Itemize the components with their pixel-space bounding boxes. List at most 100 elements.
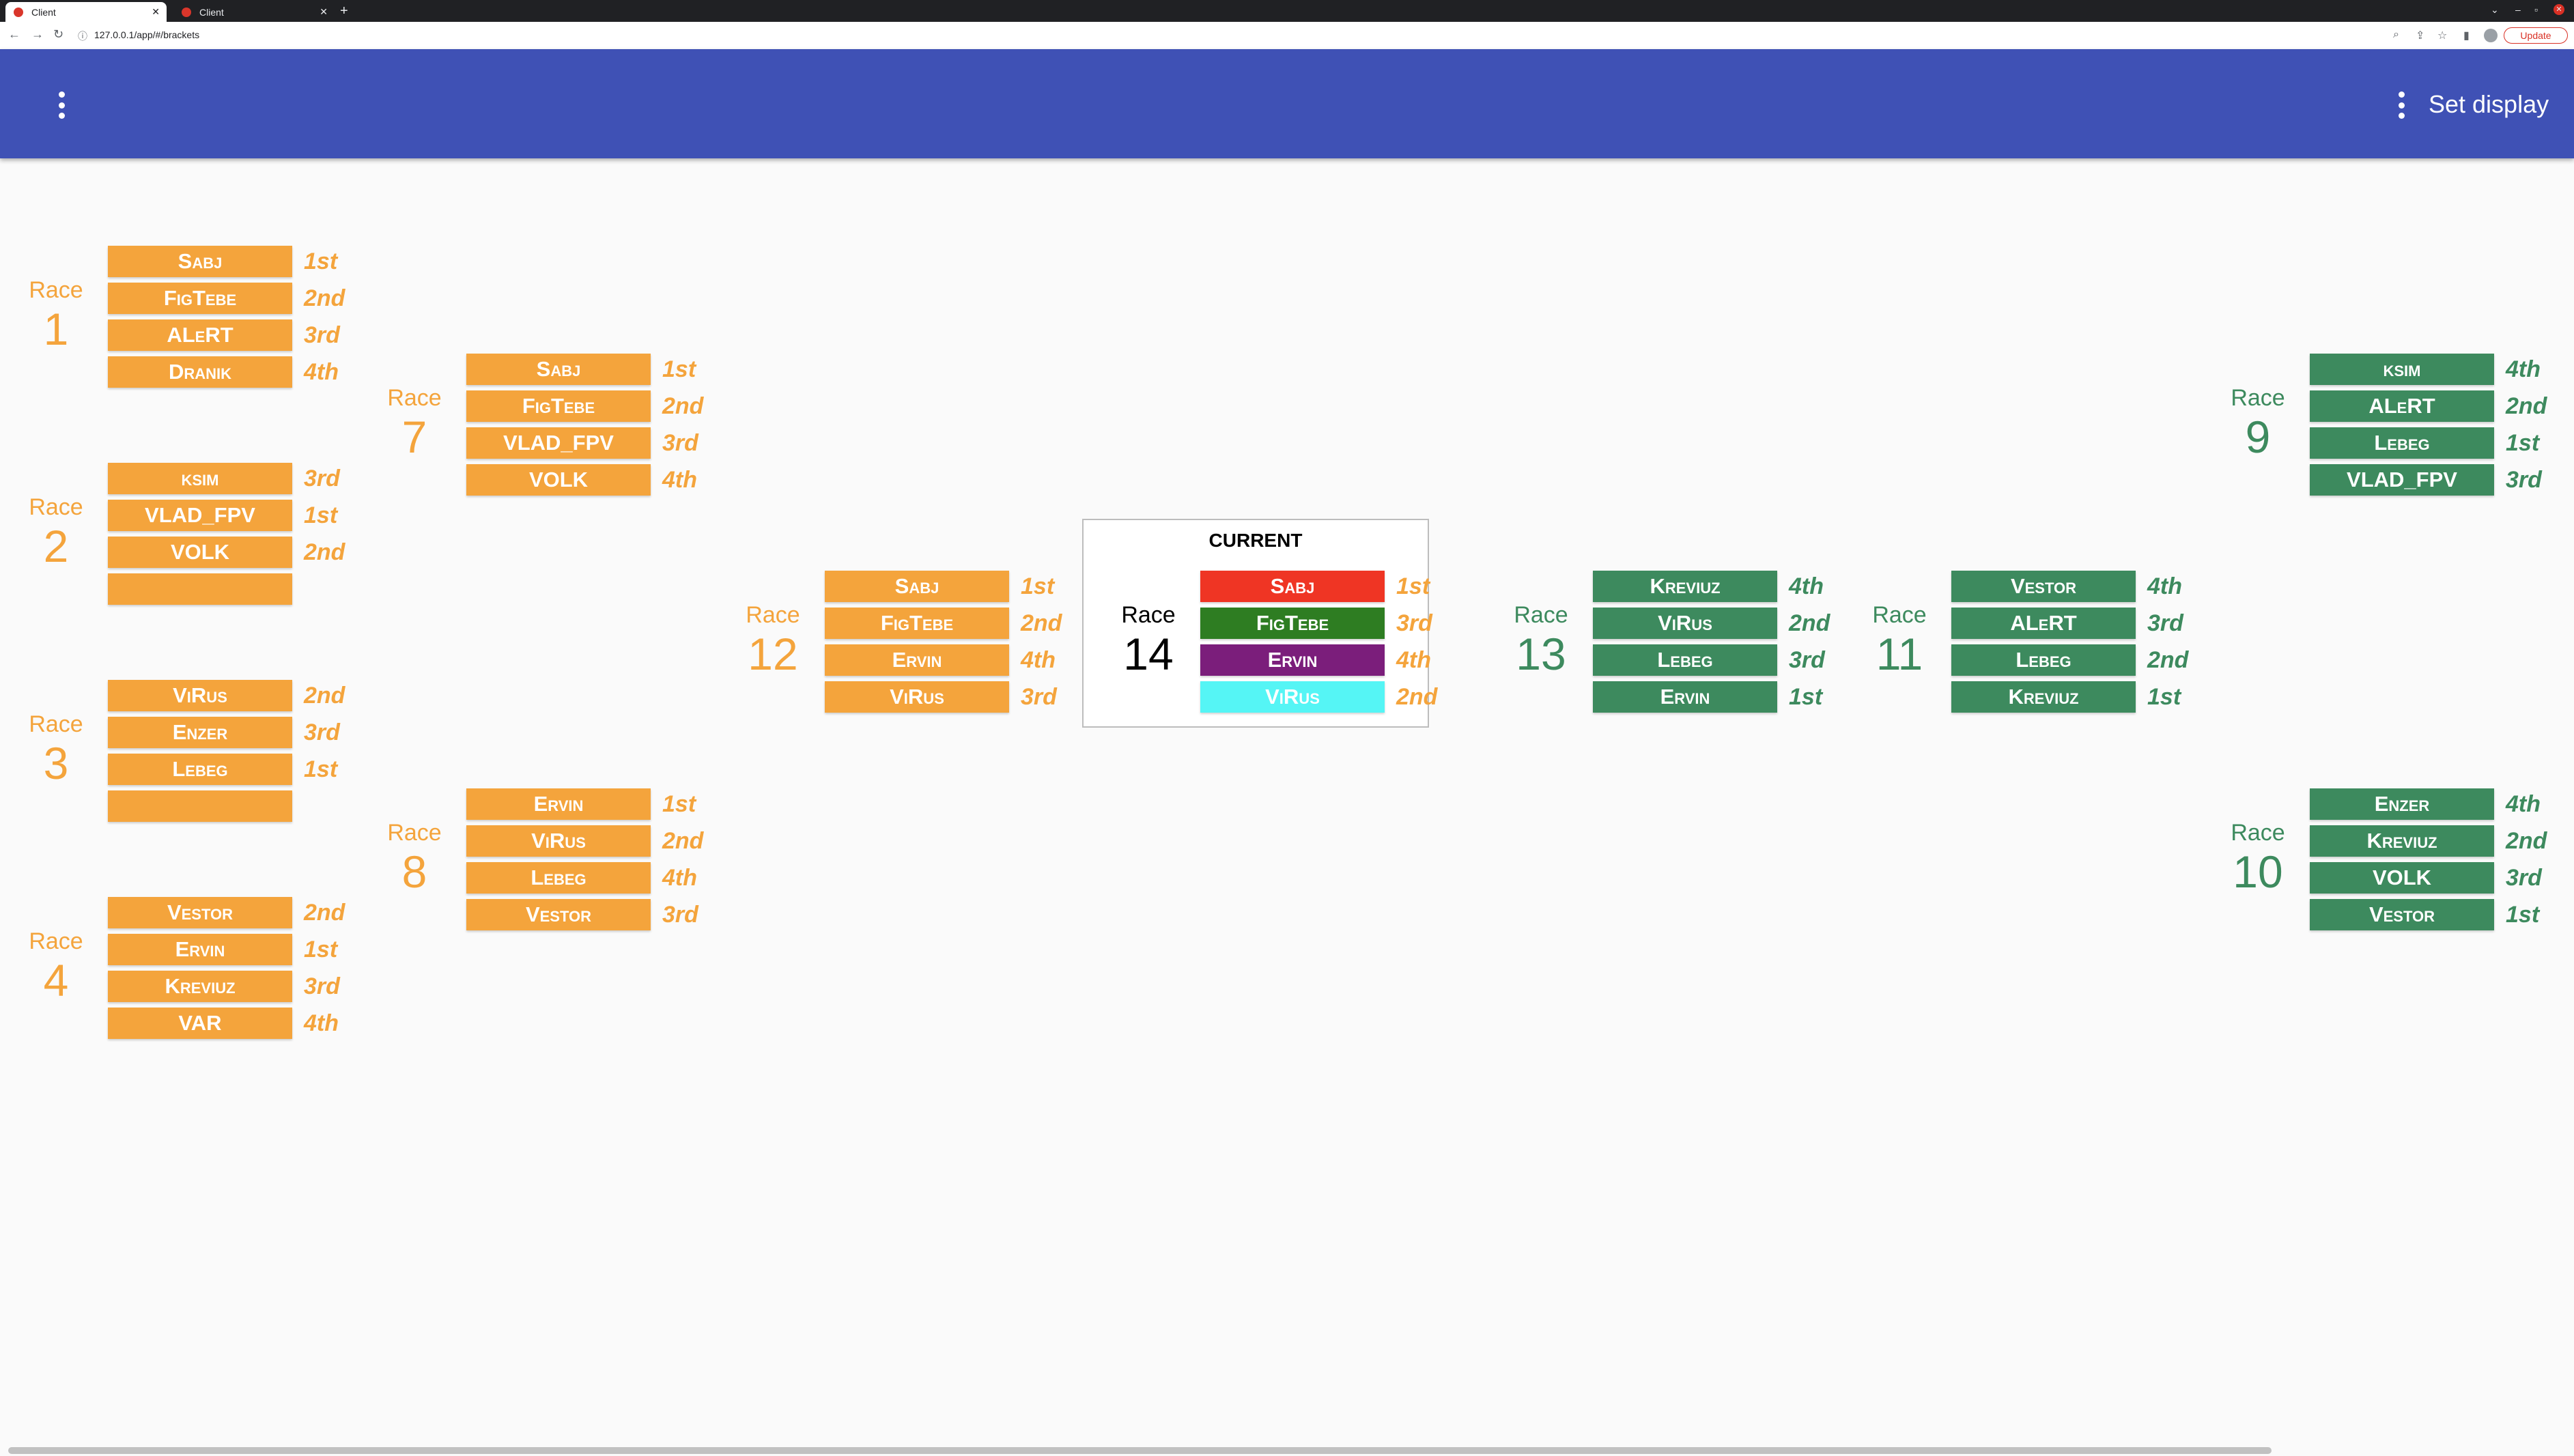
- main-menu-icon[interactable]: [58, 91, 65, 119]
- pilot-slot[interactable]: VLAD_FPV: [466, 427, 651, 459]
- pilot-position: 4th: [1021, 647, 1056, 673]
- pilot-position: 1st: [304, 248, 338, 274]
- browser-tab-client-1[interactable]: Client ✕: [5, 2, 167, 22]
- pilot-slot[interactable]: Enzer: [2310, 788, 2494, 820]
- pilot-slot[interactable]: Vestor: [1951, 571, 2136, 602]
- pilot-slot[interactable]: ViRus: [825, 681, 1009, 713]
- race-label: Race: [2231, 385, 2285, 411]
- pilot-slot[interactable]: ViRus: [1200, 681, 1385, 713]
- pilot-slot[interactable]: Vestor: [466, 899, 651, 930]
- pilot-slot[interactable]: Ervin: [1200, 644, 1385, 676]
- site-info-icon[interactable]: ⓘ: [78, 31, 87, 42]
- pilot-slot[interactable]: VLAD_FPV: [2310, 464, 2494, 496]
- pilot-slot[interactable]: FigTebe: [825, 608, 1009, 639]
- close-window-icon[interactable]: ✕: [2554, 4, 2564, 15]
- browser-tab-client-2[interactable]: Client ✕: [173, 2, 335, 22]
- pilot-slot[interactable]: ksim: [2310, 354, 2494, 385]
- close-tab-icon[interactable]: ✕: [152, 6, 160, 17]
- pilot-slot[interactable]: [108, 573, 292, 605]
- pilot-position: 2nd: [304, 539, 345, 565]
- race-number: 11: [1876, 629, 1923, 679]
- pilot-slot[interactable]: VOLK: [466, 464, 651, 496]
- display-menu-icon[interactable]: [2398, 91, 2405, 119]
- race-label: Race: [387, 385, 442, 411]
- pilot-slot[interactable]: [108, 790, 292, 822]
- pilot-slot[interactable]: Vestor: [108, 897, 292, 928]
- share-icon[interactable]: ⇪: [2416, 30, 2425, 42]
- reload-icon[interactable]: ↻: [53, 27, 64, 41]
- side-panel-icon[interactable]: ▮: [2463, 30, 2470, 42]
- pilot-position: 3rd: [2506, 467, 2542, 493]
- forward-icon[interactable]: →: [31, 27, 44, 41]
- pilot-slot[interactable]: Kreviuz: [2310, 825, 2494, 857]
- pilot-slot[interactable]: Ervin: [466, 788, 651, 820]
- pilot-slot[interactable]: Lebeg: [466, 862, 651, 894]
- pilot-slot[interactable]: Ervin: [825, 644, 1009, 676]
- pilot-slot[interactable]: Enzer: [108, 717, 292, 748]
- pilot-slot[interactable]: ViRus: [1593, 608, 1777, 639]
- pilot-slot[interactable]: ViRus: [466, 825, 651, 857]
- pilot-position: 4th: [1789, 573, 1824, 599]
- minimize-icon[interactable]: –: [2515, 4, 2521, 15]
- race-label: Race: [2231, 820, 2285, 846]
- pilot-slot[interactable]: Kreviuz: [108, 971, 292, 1002]
- pilot-slot[interactable]: Lebeg: [108, 754, 292, 785]
- pilot-slot[interactable]: Sabj: [825, 571, 1009, 602]
- pilot-slot[interactable]: Lebeg: [1593, 644, 1777, 676]
- pilot-slot[interactable]: Vestor: [2310, 899, 2494, 930]
- horizontal-scrollbar[interactable]: [8, 1447, 2272, 1454]
- pilot-slot[interactable]: Sabj: [108, 246, 292, 277]
- pilot-slot[interactable]: ViRus: [108, 680, 292, 711]
- pilot-position: 2nd: [2506, 828, 2547, 854]
- pilot-slot[interactable]: Ervin: [1593, 681, 1777, 713]
- browser-tab-strip: Client ✕ Client ✕ + ⌄ – ▫ ✕: [0, 0, 2574, 22]
- pilot-position: 1st: [304, 502, 338, 528]
- app-toolbar: Set display: [0, 49, 2574, 158]
- zoom-icon[interactable]: ⌕: [2393, 29, 2399, 40]
- new-tab-icon[interactable]: +: [340, 3, 348, 18]
- pilot-slot[interactable]: Sabj: [466, 354, 651, 385]
- pilot-position: 4th: [662, 865, 697, 891]
- race-label: Race: [29, 711, 83, 737]
- pilot-slot[interactable]: ALeRT: [1951, 608, 2136, 639]
- race-label: Race: [29, 928, 83, 954]
- pilot-slot[interactable]: VLAD_FPV: [108, 500, 292, 531]
- pilot-slot[interactable]: Lebeg: [2310, 427, 2494, 459]
- pilot-position: 3rd: [2147, 610, 2183, 636]
- pilot-slot[interactable]: FigTebe: [108, 283, 292, 314]
- pilot-slot[interactable]: VOLK: [2310, 862, 2494, 894]
- url-field[interactable]: 127.0.0.1/app/#/brackets: [94, 29, 200, 40]
- back-icon[interactable]: ←: [8, 27, 20, 41]
- address-bar: ← → ↻ ⓘ 127.0.0.1/app/#/brackets ⌕ ⇪ ☆ ▮…: [0, 22, 2574, 50]
- race-number: 13: [1516, 629, 1566, 679]
- set-display-button[interactable]: Set display: [2429, 90, 2549, 118]
- maximize-icon[interactable]: ▫: [2534, 4, 2538, 15]
- pilot-position: 2nd: [662, 393, 704, 419]
- angular-favicon-icon: [182, 7, 191, 17]
- pilot-slot[interactable]: VOLK: [108, 537, 292, 568]
- bookmark-star-icon[interactable]: ☆: [2437, 30, 2448, 42]
- close-tab-icon[interactable]: ✕: [320, 6, 328, 17]
- pilot-slot[interactable]: ALeRT: [108, 319, 292, 351]
- update-button[interactable]: Update: [2504, 27, 2568, 44]
- pilot-slot[interactable]: ALeRT: [2310, 390, 2494, 422]
- pilot-slot[interactable]: FigTebe: [1200, 608, 1385, 639]
- pilot-slot[interactable]: VAR: [108, 1008, 292, 1039]
- pilot-slot[interactable]: Ervin: [108, 934, 292, 965]
- pilot-slot[interactable]: Lebeg: [1951, 644, 2136, 676]
- race-label: Race: [387, 820, 442, 846]
- pilot-slot[interactable]: Dranik: [108, 356, 292, 388]
- pilot-position: 3rd: [662, 430, 698, 456]
- race-number: 1: [43, 304, 69, 354]
- tab-search-icon[interactable]: ⌄: [2491, 4, 2499, 15]
- pilot-slot[interactable]: ksim: [108, 463, 292, 494]
- pilot-position: 1st: [2506, 430, 2540, 456]
- pilot-position: 4th: [2506, 356, 2541, 382]
- pilot-slot[interactable]: Sabj: [1200, 571, 1385, 602]
- pilot-slot[interactable]: FigTebe: [466, 390, 651, 422]
- pilot-position: 4th: [1396, 647, 1431, 673]
- pilot-slot[interactable]: Kreviuz: [1951, 681, 2136, 713]
- pilot-position: 1st: [1789, 684, 1823, 710]
- profile-avatar[interactable]: [2484, 29, 2498, 42]
- pilot-slot[interactable]: Kreviuz: [1593, 571, 1777, 602]
